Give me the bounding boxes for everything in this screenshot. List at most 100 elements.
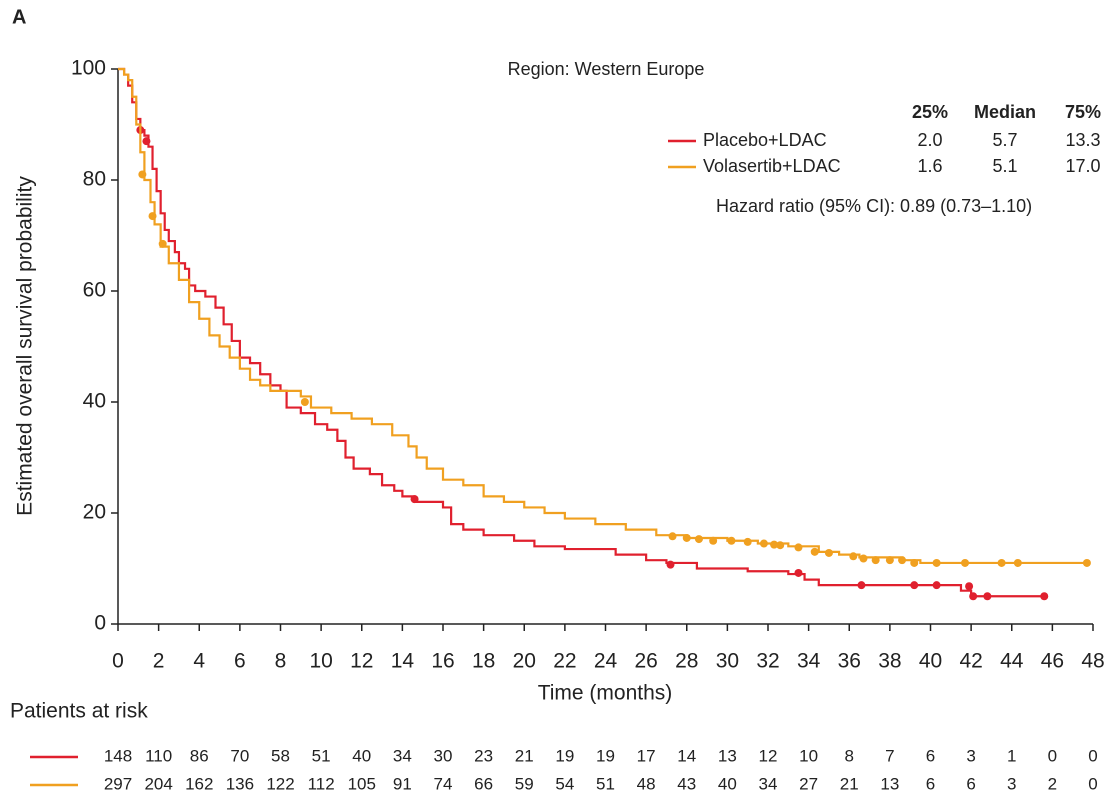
censor-mark bbox=[965, 582, 974, 591]
risk-count: 14 bbox=[677, 746, 696, 765]
censor-mark bbox=[932, 558, 941, 567]
x-tick-label: 12 bbox=[350, 650, 373, 673]
x-tick-label: 24 bbox=[594, 650, 618, 673]
risk-count: 34 bbox=[393, 746, 412, 765]
survival-curve bbox=[118, 67, 1045, 598]
risk-count: 66 bbox=[474, 774, 493, 793]
x-axis-label: Time (months) bbox=[538, 682, 673, 705]
risk-count: 0 bbox=[1048, 746, 1057, 765]
risk-count: 162 bbox=[185, 774, 213, 793]
y-tick-label: 20 bbox=[83, 501, 106, 524]
risk-count: 12 bbox=[759, 746, 778, 765]
risk-count: 136 bbox=[226, 774, 254, 793]
panel-label: A bbox=[12, 6, 26, 28]
x-tick-label: 10 bbox=[309, 650, 332, 673]
y-tick-label: 0 bbox=[94, 612, 106, 635]
risk-count: 3 bbox=[966, 746, 975, 765]
censor-mark bbox=[849, 552, 858, 561]
risk-count: 27 bbox=[799, 774, 818, 793]
stats-value: 1.6 bbox=[917, 156, 942, 176]
risk-count: 13 bbox=[880, 774, 899, 793]
risk-count: 19 bbox=[596, 746, 615, 765]
censor-mark bbox=[743, 537, 752, 546]
x-tick-label: 46 bbox=[1041, 650, 1064, 673]
censor-mark bbox=[776, 541, 785, 550]
risk-count: 10 bbox=[799, 746, 818, 765]
y-tick-label: 80 bbox=[83, 168, 106, 191]
censor-mark bbox=[668, 532, 677, 541]
x-tick-label: 2 bbox=[153, 650, 165, 673]
censor-mark bbox=[694, 535, 703, 544]
x-tick-label: 28 bbox=[675, 650, 698, 673]
x-tick-label: 26 bbox=[634, 650, 657, 673]
risk-count: 105 bbox=[348, 774, 376, 793]
censor-mark bbox=[969, 592, 978, 601]
risk-count: 21 bbox=[515, 746, 534, 765]
censor-mark bbox=[898, 556, 907, 565]
stats-value: 5.7 bbox=[992, 130, 1017, 150]
hazard-ratio: Hazard ratio (95% CI): 0.89 (0.73–1.10) bbox=[716, 196, 1032, 216]
censor-mark bbox=[794, 568, 803, 577]
censor-mark bbox=[1082, 558, 1091, 567]
x-tick-label: 20 bbox=[513, 650, 536, 673]
risk-count: 74 bbox=[434, 774, 453, 793]
stats-value: 2.0 bbox=[917, 130, 942, 150]
risk-count: 1 bbox=[1007, 746, 1016, 765]
censor-mark bbox=[410, 495, 419, 504]
risk-count: 40 bbox=[718, 774, 737, 793]
stats-header: Median bbox=[974, 102, 1036, 122]
risk-count: 51 bbox=[312, 746, 331, 765]
risk-count: 54 bbox=[555, 774, 574, 793]
censor-mark bbox=[997, 558, 1006, 567]
annotation: Region: Western Europe bbox=[508, 59, 705, 79]
censor-mark bbox=[682, 533, 691, 542]
censor-mark bbox=[857, 581, 866, 590]
censor-mark bbox=[885, 556, 894, 565]
censor-mark bbox=[300, 398, 309, 406]
risk-count: 297 bbox=[104, 774, 132, 793]
x-tick-label: 36 bbox=[838, 650, 861, 673]
risk-count: 110 bbox=[145, 746, 172, 765]
legend-label: Volasertib+LDAC bbox=[703, 156, 841, 176]
censor-mark bbox=[824, 548, 833, 557]
risk-count: 86 bbox=[190, 746, 209, 765]
risk-count: 23 bbox=[474, 746, 493, 765]
x-tick-label: 0 bbox=[112, 650, 124, 673]
censor-mark bbox=[859, 554, 868, 563]
censor-mark bbox=[794, 543, 803, 552]
risk-count: 43 bbox=[677, 774, 696, 793]
risk-count: 58 bbox=[271, 746, 290, 765]
risk-count: 8 bbox=[845, 746, 854, 765]
risk-count: 91 bbox=[393, 774, 412, 793]
legend-label: Placebo+LDAC bbox=[703, 130, 827, 150]
x-tick-label: 32 bbox=[756, 650, 779, 673]
censor-mark bbox=[148, 212, 157, 221]
censor-mark bbox=[932, 581, 941, 590]
risk-count: 2 bbox=[1048, 774, 1057, 793]
risk-count: 51 bbox=[596, 774, 615, 793]
x-tick-label: 30 bbox=[716, 650, 739, 673]
censor-mark bbox=[666, 560, 675, 569]
risk-count: 3 bbox=[1007, 774, 1016, 793]
risk-count: 13 bbox=[718, 746, 737, 765]
x-tick-label: 40 bbox=[919, 650, 942, 673]
x-tick-label: 18 bbox=[472, 650, 495, 673]
x-tick-label: 14 bbox=[391, 650, 415, 673]
survival-curve bbox=[118, 67, 1087, 565]
censor-mark bbox=[727, 536, 736, 545]
risk-count: 6 bbox=[966, 774, 975, 793]
risk-table-title: Patients at risk bbox=[10, 700, 148, 723]
risk-count: 34 bbox=[759, 774, 778, 793]
risk-count: 40 bbox=[352, 746, 371, 765]
risk-count: 21 bbox=[840, 774, 859, 793]
censor-mark bbox=[138, 170, 147, 179]
y-tick-label: 100 bbox=[71, 57, 106, 80]
risk-count: 148 bbox=[104, 746, 132, 765]
risk-count: 0 bbox=[1088, 774, 1097, 793]
y-axis-label: Estimated overall survival probability bbox=[14, 176, 37, 516]
risk-count: 122 bbox=[266, 774, 294, 793]
stats-header: 25% bbox=[912, 102, 948, 122]
censor-mark bbox=[770, 540, 779, 549]
risk-count: 19 bbox=[555, 746, 574, 765]
